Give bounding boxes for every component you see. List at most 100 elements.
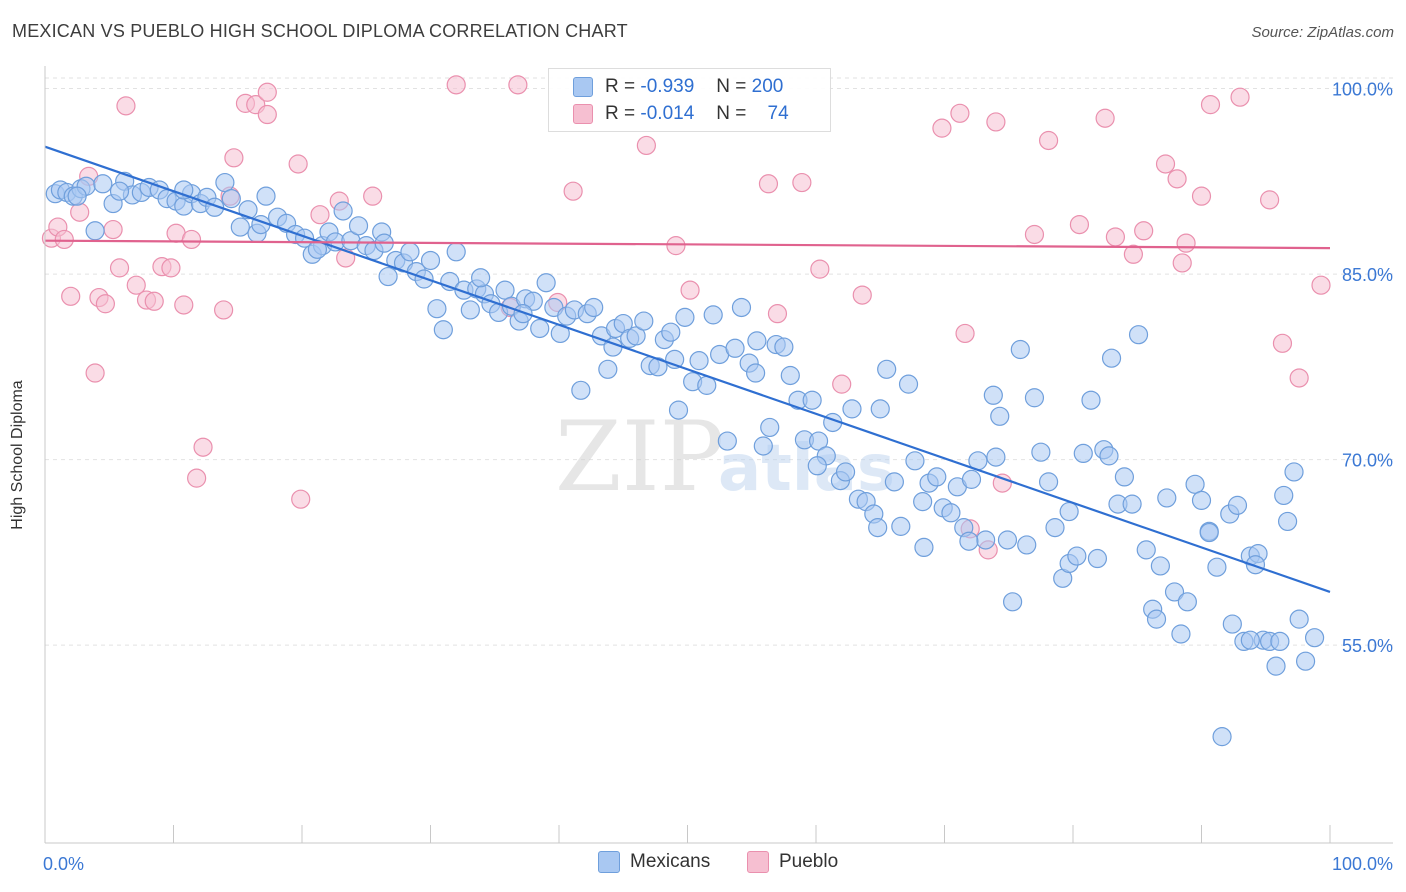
- mexicans-point: [668, 400, 689, 420]
- pueblo-point: [224, 148, 244, 168]
- mexicans-point: [986, 447, 1006, 467]
- mexicans-point: [1136, 540, 1156, 560]
- watermark-zip: ZIP: [555, 401, 724, 513]
- mexicans-point: [913, 492, 933, 512]
- mexicans-point: [1122, 494, 1142, 514]
- mexicans-point: [626, 326, 646, 346]
- mexicans-point: [513, 304, 533, 324]
- pueblo-point: [174, 295, 194, 315]
- pueblo-point: [95, 294, 115, 314]
- mexicans-point: [1212, 727, 1232, 747]
- mexicans-point: [1017, 535, 1037, 555]
- mexicans-point: [1289, 609, 1309, 629]
- mexicans-point: [333, 201, 353, 221]
- bottom-legend-swatch-mexicans: [598, 851, 620, 873]
- source-credit: Source: ZipAtlas.com: [1251, 24, 1394, 41]
- bottom-legend-label-mexicans: Mexicans: [630, 851, 711, 872]
- pueblo-point: [1172, 253, 1192, 273]
- pueblo-point: [109, 258, 130, 278]
- y-tick-label: 55.0%: [1342, 636, 1393, 656]
- pueblo-point: [666, 236, 686, 256]
- mexicans-point: [495, 280, 515, 300]
- mexicans-point: [1191, 490, 1212, 511]
- pueblo-point: [1289, 368, 1309, 388]
- bottom-legend-swatch-pueblo: [747, 851, 769, 873]
- mexicans-point: [997, 530, 1018, 550]
- mexicans-point: [1199, 522, 1219, 543]
- mexicans-point: [961, 469, 982, 489]
- pueblo-point: [636, 135, 656, 156]
- pueblo-point: [161, 258, 181, 278]
- pueblo-point: [767, 304, 788, 324]
- pueblo-point: [70, 202, 90, 222]
- pueblo-point: [288, 154, 308, 174]
- mexicans-point: [1087, 548, 1108, 569]
- mexicans-point: [230, 217, 250, 237]
- pueblo-point: [508, 75, 528, 95]
- mexicans-point: [746, 363, 766, 383]
- pueblo-point: [1167, 169, 1187, 189]
- mexicans-point: [1045, 518, 1065, 538]
- pueblo-point: [54, 229, 74, 250]
- pueblo-point: [758, 174, 779, 194]
- pueblo-point: [446, 75, 466, 95]
- mexicans-point: [891, 516, 911, 536]
- mexicans-point: [1240, 630, 1260, 650]
- mexicans-point: [868, 518, 888, 538]
- mexicans-point: [842, 399, 862, 419]
- mexicans-point: [941, 503, 961, 523]
- bottom-legend-label-pueblo: Pueblo: [779, 851, 839, 872]
- y-tick-label: 70.0%: [1342, 451, 1393, 471]
- chart-title: MEXICAN VS PUEBLO HIGH SCHOOL DIPLOMA CO…: [12, 21, 628, 41]
- mexicans-point: [747, 331, 767, 351]
- mexicans-point: [689, 351, 709, 371]
- mexicans-point: [753, 436, 773, 456]
- mexicans-point: [427, 299, 447, 319]
- legend-box: R = -0.939 N = 200 R = -0.014 N = 74: [548, 68, 831, 132]
- pueblo-point: [1176, 233, 1196, 253]
- tick-labels: 100.0% 85.0% 70.0% 55.0% 0.0% 100.0%: [43, 80, 1393, 874]
- mexicans-point: [1295, 651, 1316, 671]
- pueblo-point: [932, 118, 952, 138]
- mexicans-point: [807, 456, 827, 476]
- mexicans-point: [1270, 631, 1290, 652]
- legend-row-pueblo: R = -0.014 N = 74: [573, 102, 789, 126]
- pueblo-point: [986, 112, 1006, 132]
- mexicans-point: [1038, 472, 1059, 492]
- pueblo-point: [792, 172, 812, 193]
- pueblo-point: [1105, 227, 1126, 247]
- mexicans-point: [808, 431, 829, 451]
- pueblo-point: [193, 437, 213, 457]
- mexicans-point: [802, 390, 822, 410]
- pueblo-point: [181, 229, 202, 250]
- mexicans-point: [884, 472, 904, 492]
- pueblo-point: [291, 489, 311, 509]
- mexicans-point: [1150, 556, 1170, 576]
- pueblo-point: [1272, 333, 1293, 353]
- mexicans-point: [1010, 339, 1030, 360]
- mexicans-point: [446, 242, 466, 262]
- mexicans-point: [109, 181, 130, 201]
- legend-swatch-mexicans: [573, 77, 593, 97]
- mexicans-point: [221, 189, 241, 209]
- mexicans-trend-line: [44, 145, 1331, 593]
- pueblo-point: [1024, 224, 1045, 245]
- mexicans-point: [584, 297, 604, 318]
- mexicans-point: [1024, 388, 1045, 408]
- mexicans-series: [45, 171, 1325, 747]
- mexicans-point: [1222, 614, 1242, 634]
- pueblo-point: [144, 291, 164, 311]
- mexicans-point: [1277, 511, 1298, 532]
- mexicans-point: [990, 406, 1010, 426]
- pueblo-point: [1038, 130, 1059, 151]
- mexicans-point: [420, 250, 441, 271]
- mexicans-point: [675, 307, 695, 327]
- mexicans-point: [1227, 495, 1248, 515]
- mexicans-point: [433, 320, 453, 340]
- mexicans-point: [1284, 462, 1304, 482]
- pueblo-point: [680, 280, 700, 300]
- mexicans-point: [725, 338, 745, 358]
- mexicans-point: [530, 318, 550, 339]
- mexicans-point: [215, 172, 235, 193]
